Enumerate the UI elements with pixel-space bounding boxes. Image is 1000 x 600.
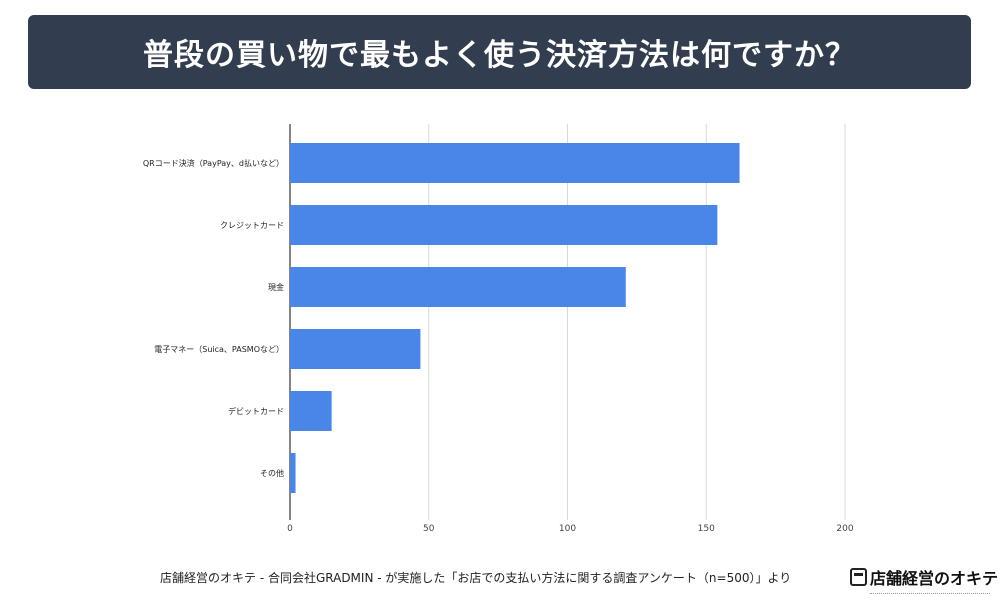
category-label: その他	[260, 468, 284, 478]
x-tick-label: 100	[559, 524, 576, 534]
logo-row: 店舗経営のオキテ	[850, 565, 998, 589]
category-label: デビットカード	[228, 406, 284, 416]
brand-logo: 店舗経営のオキテ	[850, 565, 998, 597]
logo-tagline	[870, 593, 990, 596]
category-label: QRコード決済（PayPay、d払いなど）	[143, 158, 284, 168]
store-icon	[850, 568, 867, 586]
source-note: 店舗経営のオキテ - 合同会社GRADMIN - が実施した「お店での支払い方法…	[160, 571, 792, 585]
x-tick-label: 50	[423, 524, 435, 534]
bar	[290, 391, 332, 431]
logo-text: 店舗経営のオキテ	[869, 569, 998, 588]
x-tick-labels: 0 50 100 150 200	[287, 524, 854, 534]
bar	[290, 143, 740, 183]
bar	[290, 453, 296, 493]
category-labels: QRコード決済（PayPay、d払いなど） クレジットカード現金電子マネー（Sui…	[143, 158, 284, 478]
category-label: クレジットカード	[220, 221, 284, 230]
bar	[290, 205, 718, 245]
bars	[290, 143, 740, 493]
x-tick-label: 0	[287, 524, 293, 534]
bar	[290, 329, 421, 369]
grid-lines	[289, 124, 846, 520]
x-tick-label: 150	[698, 524, 715, 534]
category-label: 電子マネー（Suica、PASMOなど）	[154, 345, 284, 354]
chart-title: 普段の買い物で最もよく使う決済方法は何ですか？	[143, 38, 856, 73]
title-banner: 普段の買い物で最もよく使う決済方法は何ですか？	[28, 15, 971, 89]
bar	[290, 267, 626, 307]
x-tick-label: 200	[836, 524, 853, 534]
category-label: 現金	[268, 282, 284, 292]
